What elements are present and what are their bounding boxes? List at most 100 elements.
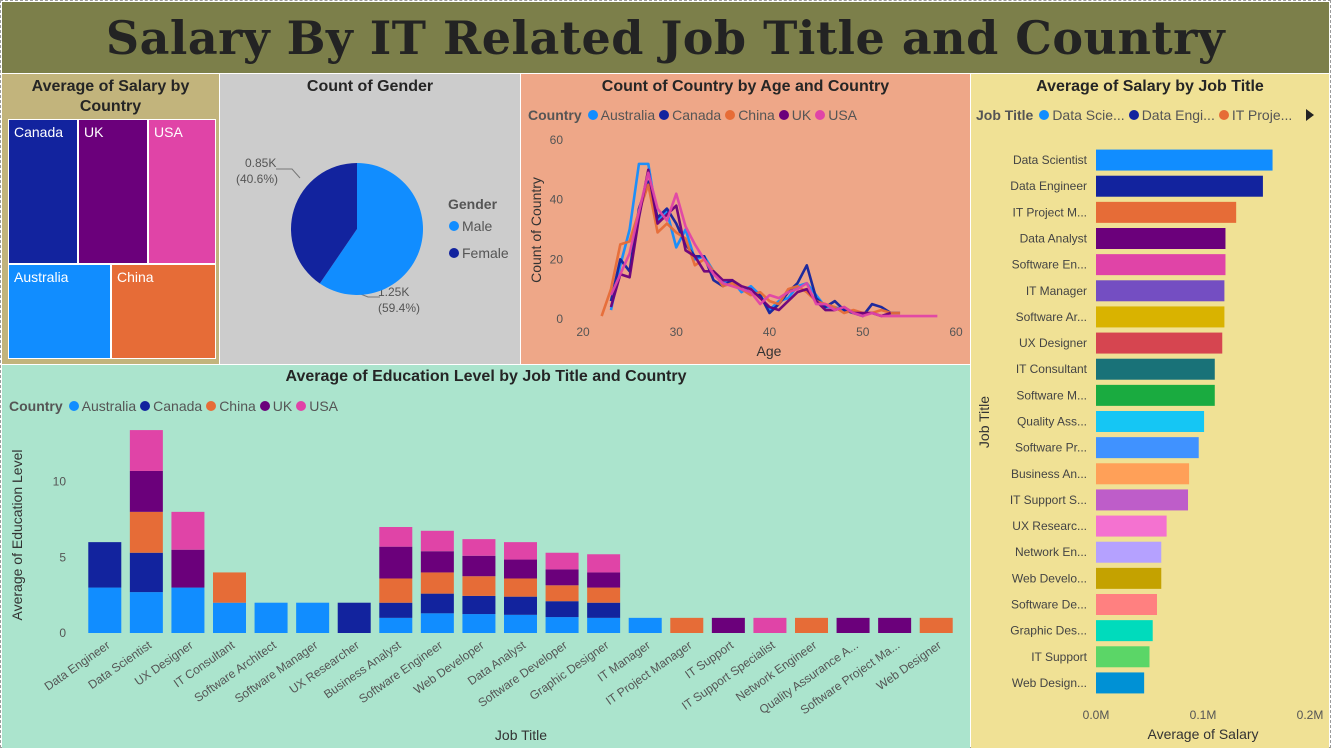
bar-segment-uk[interactable] xyxy=(129,470,163,512)
bar-segment-canada[interactable] xyxy=(379,602,413,618)
hbar-ux-designer[interactable] xyxy=(1096,332,1223,354)
bar-segment-uk[interactable] xyxy=(836,617,870,633)
legend-item-data-scientist[interactable]: Data Scie... xyxy=(1039,107,1125,123)
bar-segment-china[interactable] xyxy=(545,585,579,602)
bar-segment-china[interactable] xyxy=(420,572,454,594)
salary-hbar-chart[interactable]: Data Scientist Data Engineer IT Project M.… xyxy=(971,74,1329,748)
bar-segment-canada[interactable] xyxy=(88,542,122,588)
pie-slice-male[interactable] xyxy=(319,163,423,295)
hbar-business-an[interactable] xyxy=(1096,463,1190,485)
treemap-cell-usa[interactable]: USA xyxy=(148,119,216,264)
age-line-panel[interactable]: Count of Country by Age and Country Coun… xyxy=(521,74,970,364)
bar-segment-australia[interactable] xyxy=(213,602,246,633)
bar-segment-australia[interactable] xyxy=(129,592,163,633)
treemap-panel[interactable]: Average of Salary by Country Canada UK USA… xyxy=(2,74,219,364)
bar-segment-australia[interactable] xyxy=(628,617,662,633)
hbar-data-analyst[interactable] xyxy=(1096,228,1226,249)
bar-segment-australia[interactable] xyxy=(88,587,122,633)
bar-segment-usa[interactable] xyxy=(587,554,621,573)
hbar-it-support[interactable] xyxy=(1096,646,1150,668)
education-panel[interactable]: Average of Education Level by Job Title … xyxy=(2,365,970,748)
bar-segment-australia[interactable] xyxy=(545,617,579,633)
hbar-it-support-s[interactable] xyxy=(1096,489,1189,511)
hbar-software-ar[interactable] xyxy=(1096,306,1225,328)
bar-segment-uk[interactable] xyxy=(711,617,745,633)
female-legend-label[interactable]: Female xyxy=(462,245,509,261)
bar-segment-australia[interactable] xyxy=(504,614,537,633)
hbar-it-manager[interactable] xyxy=(1096,280,1225,302)
bar-segment-uk[interactable] xyxy=(504,559,537,579)
treemap-cell-china[interactable]: China xyxy=(111,264,216,359)
legend-item-australia[interactable]: Australia xyxy=(587,107,655,123)
bar-segment-australia[interactable] xyxy=(171,587,205,633)
bar-segment-uk[interactable] xyxy=(379,546,413,579)
bar-segment-canada[interactable] xyxy=(462,595,496,615)
treemap-cell-australia[interactable]: Australia xyxy=(8,264,111,359)
bar-segment-canada[interactable] xyxy=(545,601,579,618)
bar-segment-uk[interactable] xyxy=(462,555,496,577)
bar-segment-china[interactable] xyxy=(587,587,621,603)
hbar-software-m[interactable] xyxy=(1096,384,1215,406)
hbar-web-design[interactable] xyxy=(1096,672,1145,694)
legend-item-uk[interactable]: UK xyxy=(259,398,292,414)
bar-segment-canada[interactable] xyxy=(587,602,621,618)
legend-item-it-project[interactable]: IT Proje... xyxy=(1218,107,1292,123)
bar-segment-china[interactable] xyxy=(462,576,496,596)
legend-item-uk[interactable]: UK xyxy=(778,107,811,123)
legend-item-usa[interactable]: USA xyxy=(815,107,857,123)
bar-segment-uk[interactable] xyxy=(171,549,205,588)
bar-segment-china[interactable] xyxy=(379,578,413,603)
bar-segment-usa[interactable] xyxy=(171,511,205,550)
legend-item-china[interactable]: China xyxy=(725,107,775,123)
bar-segment-china[interactable] xyxy=(795,617,828,633)
legend-item-china[interactable]: China xyxy=(206,398,256,414)
bar-segment-china[interactable] xyxy=(504,578,537,597)
bar-segment-canada[interactable] xyxy=(129,552,163,593)
line-series-usa[interactable] xyxy=(609,171,938,318)
bar-segment-australia[interactable] xyxy=(462,614,496,633)
hbar-software-pr[interactable] xyxy=(1096,437,1199,459)
bar-segment-canada[interactable] xyxy=(420,593,454,614)
hbar-graphic-des[interactable] xyxy=(1096,620,1153,642)
bar-segment-australia[interactable] xyxy=(420,613,454,633)
hbar-ux-researc[interactable] xyxy=(1096,515,1167,537)
bar-segment-usa[interactable] xyxy=(504,542,537,560)
treemap-cell-canada[interactable]: Canada xyxy=(8,119,78,264)
bar-segment-uk[interactable] xyxy=(420,551,454,573)
salary-jobtitle-panel[interactable]: Average of Salary by Job Title Job Title… xyxy=(971,74,1329,748)
bar-segment-australia[interactable] xyxy=(254,602,288,633)
bar-segment-china[interactable] xyxy=(129,511,163,553)
bar-segment-usa[interactable] xyxy=(753,617,787,633)
legend-item-usa[interactable]: USA xyxy=(296,398,338,414)
hbar-web-develo[interactable] xyxy=(1096,567,1162,589)
legend-item-data-engineer[interactable]: Data Engi... xyxy=(1128,107,1215,123)
hbar-data-engineer[interactable] xyxy=(1096,175,1263,197)
hbar-software-de[interactable] xyxy=(1096,594,1157,615)
bar-segment-canada[interactable] xyxy=(504,596,537,615)
line-series-china[interactable] xyxy=(600,183,901,317)
bar-segment-uk[interactable] xyxy=(545,569,579,586)
hbar-it-consultant[interactable] xyxy=(1096,358,1215,380)
legend-next-arrow-icon[interactable] xyxy=(1305,109,1315,121)
bar-segment-usa[interactable] xyxy=(379,527,413,547)
legend-item-australia[interactable]: Australia xyxy=(68,398,136,414)
bar-segment-australia[interactable] xyxy=(296,602,330,633)
bar-segment-uk[interactable] xyxy=(587,572,621,588)
bar-segment-canada[interactable] xyxy=(337,602,371,633)
bar-segment-china[interactable] xyxy=(213,572,246,603)
gender-panel[interactable]: Count of Gender 0.85K (40.6%) 1.25K (59.… xyxy=(220,74,520,364)
hbar-software-en[interactable] xyxy=(1096,254,1226,276)
bar-segment-china[interactable] xyxy=(919,617,953,633)
bar-segment-australia[interactable] xyxy=(587,617,621,633)
gender-pie-chart[interactable]: 0.85K (40.6%) 1.25K (59.4%) Gender Male … xyxy=(220,74,520,364)
age-line-chart[interactable]: 0 20 40 60 20 30 40 50 60 Age Count of Country xyxy=(521,74,970,364)
legend-item-canada[interactable]: Canada xyxy=(140,398,202,414)
bar-segment-usa[interactable] xyxy=(462,539,496,556)
hbar-quality-ass[interactable] xyxy=(1096,411,1205,432)
hbar-data-scientist[interactable] xyxy=(1096,149,1273,171)
bar-segment-usa[interactable] xyxy=(129,430,163,471)
bar-segment-uk[interactable] xyxy=(878,617,912,633)
treemap-cell-uk[interactable]: UK xyxy=(78,119,148,264)
bar-segment-usa[interactable] xyxy=(545,552,579,570)
